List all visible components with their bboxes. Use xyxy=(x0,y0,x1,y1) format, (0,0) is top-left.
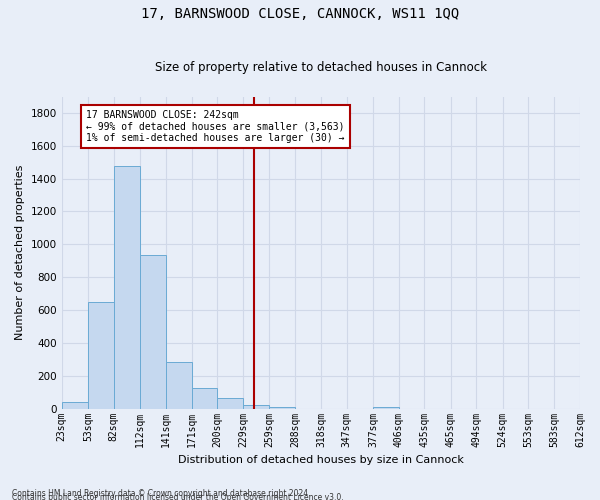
Bar xyxy=(269,406,295,408)
Bar xyxy=(243,405,269,408)
Text: 17 BARNSWOOD CLOSE: 242sqm
← 99% of detached houses are smaller (3,563)
1% of se: 17 BARNSWOOD CLOSE: 242sqm ← 99% of deta… xyxy=(86,110,345,143)
Title: Size of property relative to detached houses in Cannock: Size of property relative to detached ho… xyxy=(155,62,487,74)
Bar xyxy=(113,166,140,408)
Bar xyxy=(140,254,166,408)
Text: Contains public sector information licensed under the Open Government Licence v3: Contains public sector information licen… xyxy=(12,494,344,500)
X-axis label: Distribution of detached houses by size in Cannock: Distribution of detached houses by size … xyxy=(178,455,464,465)
Bar xyxy=(192,388,217,408)
Text: 17, BARNSWOOD CLOSE, CANNOCK, WS11 1QQ: 17, BARNSWOOD CLOSE, CANNOCK, WS11 1QQ xyxy=(141,8,459,22)
Y-axis label: Number of detached properties: Number of detached properties xyxy=(15,165,25,340)
Bar xyxy=(217,398,243,408)
Bar xyxy=(373,407,399,408)
Bar xyxy=(62,402,88,408)
Text: Contains HM Land Registry data © Crown copyright and database right 2024.: Contains HM Land Registry data © Crown c… xyxy=(12,488,311,498)
Bar xyxy=(88,302,113,408)
Bar xyxy=(166,362,192,408)
